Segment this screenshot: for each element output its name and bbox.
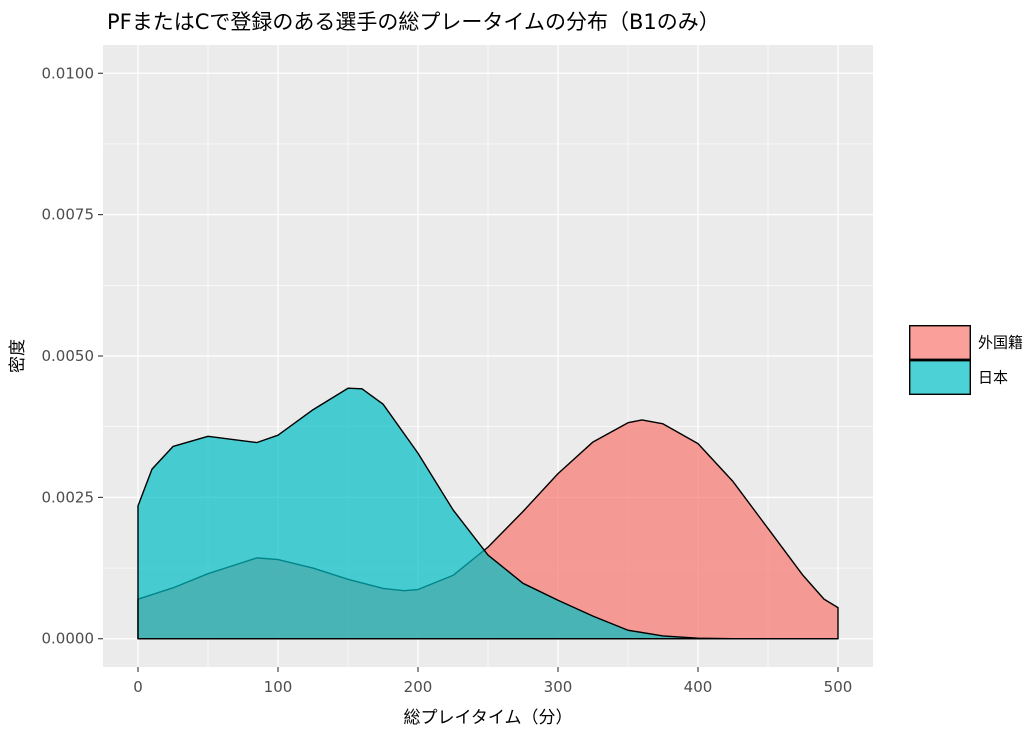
x-tick-label: 500 — [824, 678, 853, 696]
x-axis-title: 総プレイタイム（分） — [404, 708, 573, 728]
legend-label: 外国籍 — [978, 334, 1023, 352]
x-tick-label: 200 — [404, 678, 433, 696]
density-areas — [137, 387, 839, 640]
x-tick-label: 100 — [264, 678, 293, 696]
axes: 0 100 200 300 400 500 0.0000 0.0025 0.0050 0.0075… — [42, 64, 853, 696]
y-tick-label: 0.0075 — [42, 206, 95, 224]
chart-title: PFまたはCで登録のある選手の総プレータイムの分布（B1のみ） — [107, 10, 720, 34]
y-tick-label: 0.0050 — [42, 347, 95, 365]
y-tick-label: 0.0025 — [42, 488, 95, 506]
legend-label: 日本 — [978, 369, 1008, 387]
legend-key-日本 — [909, 360, 972, 396]
x-tick-label: 0 — [133, 678, 143, 696]
legend-key-外国籍 — [909, 325, 972, 361]
x-tick-label: 300 — [544, 678, 573, 696]
y-tick-label: 0.0100 — [42, 64, 95, 82]
density-area-日本 — [137, 387, 839, 640]
y-axis-title: 密度 — [8, 339, 28, 373]
x-tick-label: 400 — [684, 678, 713, 696]
y-tick-label: 0.0000 — [42, 630, 95, 648]
